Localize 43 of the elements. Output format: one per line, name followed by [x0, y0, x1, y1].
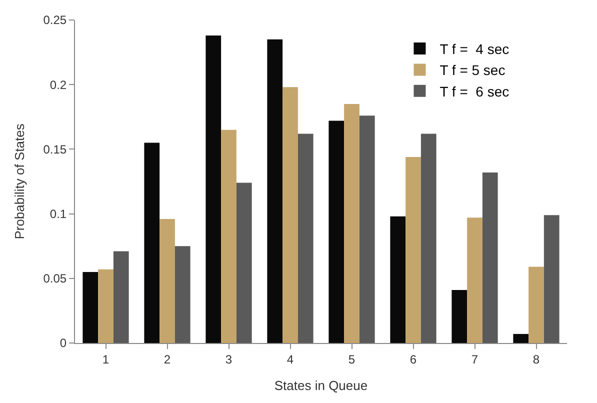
- bar: [328, 120, 344, 343]
- y-tick-label: 0.15: [43, 142, 67, 156]
- bar: [298, 134, 314, 343]
- bar: [390, 216, 406, 343]
- y-tick-label: 0.05: [43, 272, 67, 286]
- bar: [467, 218, 482, 343]
- x-axis-title: States in Queue: [274, 378, 368, 393]
- bar: [452, 290, 468, 343]
- y-tick-label: 0.25: [43, 13, 67, 28]
- x-tick-label: 3: [225, 352, 232, 366]
- bar: [282, 87, 298, 343]
- bar: [82, 272, 98, 343]
- bar: [113, 251, 129, 343]
- bar: [221, 130, 236, 343]
- bar: [236, 182, 252, 343]
- bar: [98, 269, 114, 343]
- y-tick-label: 0: [60, 336, 67, 350]
- bar: [528, 266, 544, 343]
- bar: [482, 172, 498, 343]
- x-tick-label: 7: [471, 352, 478, 366]
- bar: [160, 218, 175, 343]
- bar: [144, 142, 160, 343]
- legend-label: T f = 4 sec: [440, 40, 510, 57]
- legend-label: T f = 5 sec: [440, 62, 506, 78]
- bar: [206, 36, 222, 343]
- y-tick-label: 0.1: [50, 207, 67, 221]
- x-tick-label: 1: [102, 352, 110, 366]
- bar: [544, 215, 560, 343]
- bar: [513, 334, 529, 343]
- bar: [267, 39, 283, 343]
- x-tick-label: 5: [348, 352, 356, 366]
- x-tick-label: 2: [164, 352, 171, 366]
- legend-label: T f = 6 sec: [440, 83, 510, 100]
- bar: [344, 104, 360, 343]
- y-axis-title: Probability of States: [12, 123, 28, 240]
- bar: [406, 156, 421, 343]
- x-tick-label: 8: [532, 352, 540, 366]
- y-tick-label: 0.2: [50, 78, 67, 92]
- bar: [359, 116, 375, 343]
- x-tick-label: 4: [286, 352, 294, 366]
- bar: [420, 134, 436, 343]
- bar: [174, 246, 190, 343]
- x-tick-label: 6: [410, 352, 417, 366]
